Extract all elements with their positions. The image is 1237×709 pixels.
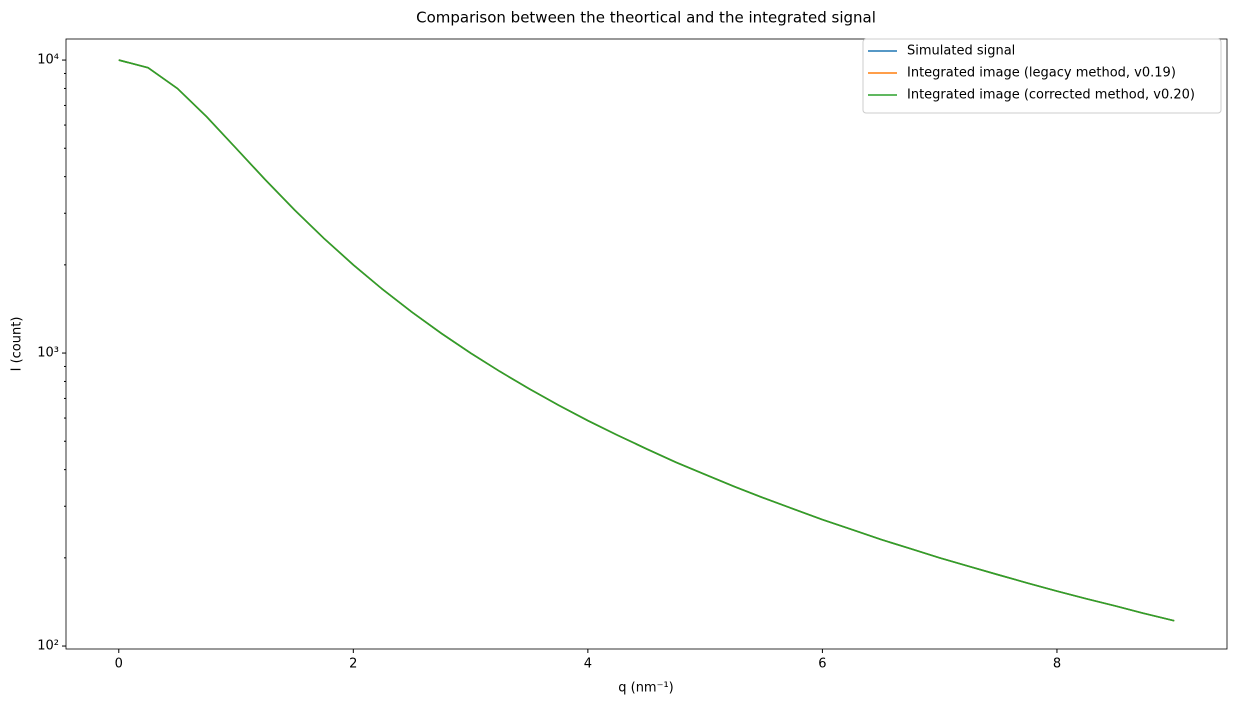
series-line: [118, 59, 1175, 622]
x-axis-label: q (nm⁻¹): [618, 681, 674, 696]
y-tick-label: 10³: [37, 346, 59, 361]
y-tick-label: 10⁴: [37, 53, 59, 68]
x-tick-label: 4: [584, 657, 592, 672]
legend-label: Integrated image (corrected method, v0.2…: [907, 88, 1195, 103]
legend-box: [862, 38, 1222, 114]
y-tick-label: 10²: [37, 639, 59, 654]
x-tick-label: 0: [115, 657, 123, 672]
y-axis-label: I (count): [10, 317, 25, 372]
legend-label: Simulated signal: [907, 44, 1015, 59]
series-line: [118, 59, 1175, 622]
legend-label: Integrated image (legacy method, v0.19): [907, 66, 1176, 81]
x-tick-label: 6: [818, 657, 826, 672]
plot-frame: [65, 38, 1228, 650]
x-tick-label: 2: [349, 657, 357, 672]
x-tick-label: 8: [1053, 657, 1061, 672]
chart-title: Comparison between the theortical and th…: [416, 9, 876, 27]
series-line: [118, 59, 1175, 622]
